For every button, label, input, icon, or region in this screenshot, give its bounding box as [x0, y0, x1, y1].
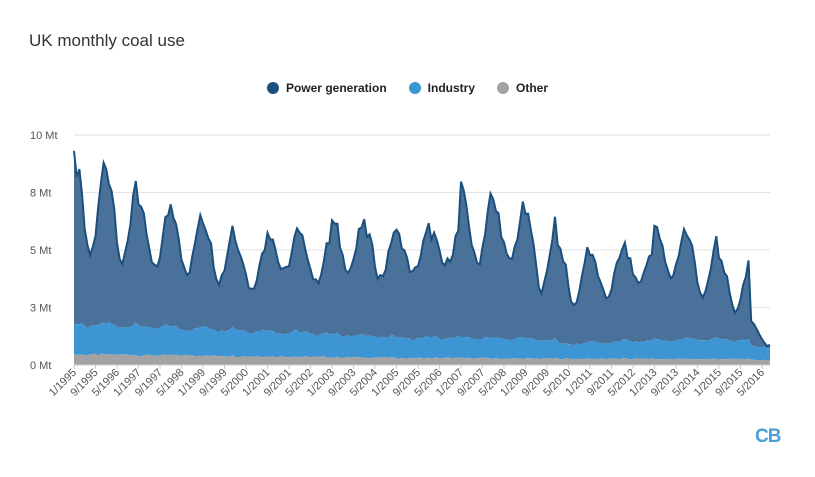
legend-item-other[interactable]: Other — [497, 81, 548, 95]
area-industry — [74, 321, 770, 361]
chart-legend: Power generation Industry Other — [0, 81, 815, 95]
area-other — [74, 353, 770, 365]
legend-label-power: Power generation — [285, 81, 387, 95]
y-tick-label: 8 Mt — [30, 188, 51, 200]
legend-label-industry: Industry — [427, 81, 475, 95]
carbonbrief-logo: CB — [755, 426, 781, 447]
legend-dot-other — [497, 82, 509, 94]
y-tick-label: 10 Mt — [30, 130, 58, 142]
y-tick-label: 0 Mt — [30, 360, 51, 372]
line-power-generation — [73, 150, 771, 348]
legend-dot-power — [266, 82, 279, 94]
legend-label-other: Other — [516, 81, 549, 95]
y-tick-label: 3 Mt — [30, 303, 51, 315]
legend-item-industry[interactable]: Industry — [408, 81, 475, 95]
legend-dot-industry — [408, 82, 421, 94]
chart-title: UK monthly coal use — [29, 31, 185, 50]
y-tick-label: 5 Mt — [30, 245, 51, 257]
legend-item-power[interactable]: Power generation — [266, 81, 387, 95]
